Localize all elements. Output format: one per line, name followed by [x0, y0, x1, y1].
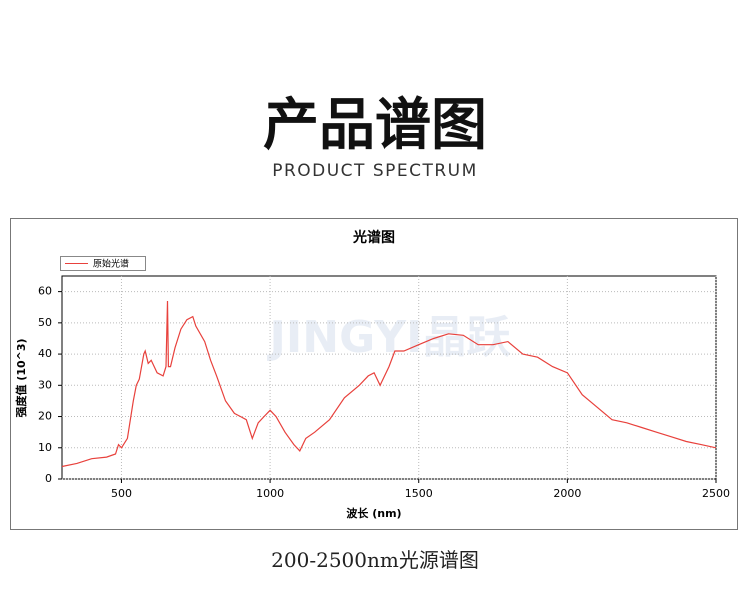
caption: 200-2500nm光源谱图	[271, 548, 479, 572]
watermark: JINGYI晶跃	[267, 312, 512, 363]
chart-title: 光谱图	[352, 229, 395, 246]
page-title: 产品谱图	[263, 93, 487, 158]
legend-label: 原始光谱	[93, 258, 129, 270]
legend	[60, 256, 146, 271]
page-subtitle: PRODUCT SPECTRUM	[272, 161, 478, 181]
y-axis-label: 强度值 (10^3)	[14, 338, 28, 417]
y-tick-label: 40	[38, 347, 52, 360]
y-tick-label: 10	[38, 441, 52, 454]
x-tick-label: 1500	[405, 487, 433, 500]
x-tick-label: 1000	[256, 487, 284, 500]
series-line	[61, 300, 717, 468]
x-tick-label: 2500	[702, 487, 730, 500]
y-tick-label: 30	[38, 378, 52, 391]
x-tick-label: 2000	[553, 487, 581, 500]
x-axis-label: 波长 (nm)	[346, 506, 401, 520]
y-tick-label: 0	[45, 472, 52, 485]
y-tick-label: 20	[38, 410, 52, 423]
y-tick-label: 60	[38, 285, 52, 298]
x-tick-label: 500	[111, 487, 132, 500]
y-tick-label: 50	[38, 316, 52, 329]
